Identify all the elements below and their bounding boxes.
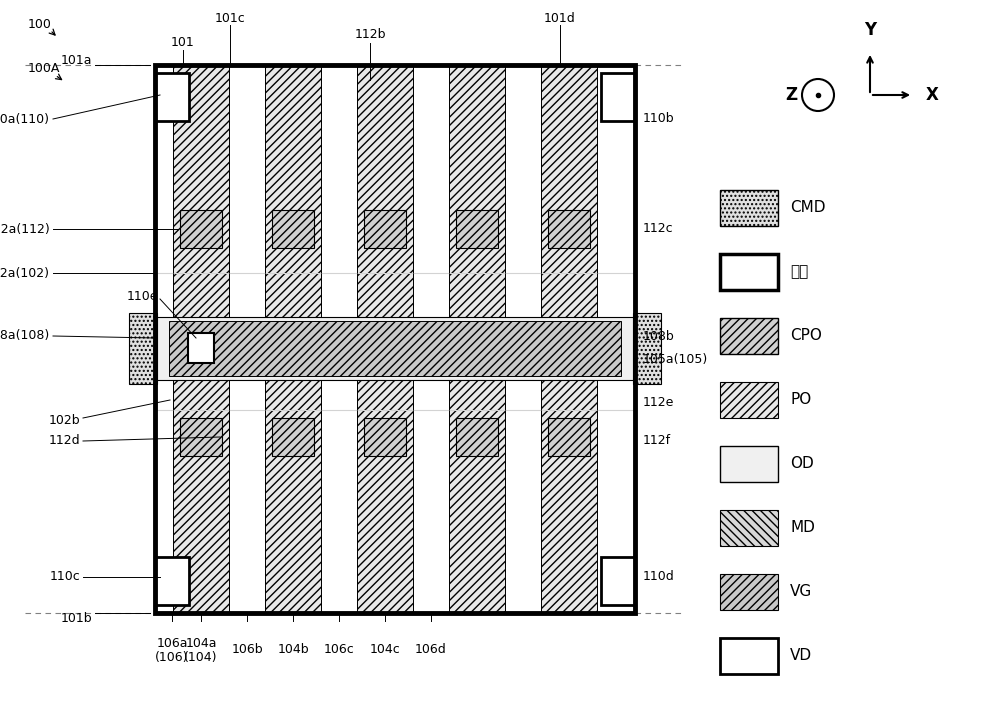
Bar [548,210,590,248]
Text: CPO: CPO [790,329,822,343]
Text: 101a: 101a [60,55,92,67]
Bar [541,65,597,613]
Bar [720,574,778,610]
Bar [548,418,590,456]
Text: 112f: 112f [643,435,671,447]
Text: CMD: CMD [790,200,826,215]
Bar [601,557,635,605]
Bar [272,418,314,456]
Bar [155,65,635,613]
Text: VG: VG [790,585,812,599]
Bar [720,382,778,418]
Text: Y: Y [864,21,876,39]
Bar [720,446,778,482]
Text: 112d: 112d [48,435,80,447]
Text: 100: 100 [28,18,52,31]
Text: 112a(112): 112a(112) [0,222,50,236]
Text: Z: Z [785,86,797,104]
Bar [720,318,778,354]
Text: 106c: 106c [324,643,354,656]
Bar [173,65,229,613]
Text: 104c: 104c [370,643,400,656]
Text: 100A: 100A [28,62,60,74]
Bar [720,254,778,290]
Text: 112b: 112b [354,29,386,41]
Text: 106a: 106a [156,637,188,650]
Text: 112c: 112c [643,222,674,236]
Bar [265,65,321,613]
Text: 108a(108): 108a(108) [0,329,50,343]
Text: 106b: 106b [231,643,263,656]
Text: (104): (104) [184,651,218,664]
Bar [601,73,635,121]
Text: 110b: 110b [643,112,675,125]
Text: 105a(105): 105a(105) [643,353,708,367]
Text: VD: VD [790,648,812,664]
Bar [155,317,635,380]
Bar [720,190,778,226]
Bar [272,210,314,248]
Text: X: X [926,86,939,104]
Text: 104a: 104a [185,637,217,650]
Text: 108b: 108b [643,329,675,343]
Text: 102b: 102b [48,414,80,426]
Text: 101d: 101d [544,11,576,25]
Bar [633,313,661,384]
Text: 101b: 101b [60,613,92,625]
Text: 110c: 110c [49,571,80,583]
Text: PO: PO [790,393,811,407]
Text: (106): (106) [155,651,189,664]
Text: 106d: 106d [415,643,447,656]
Bar [720,638,778,674]
Text: 102a(102): 102a(102) [0,266,50,280]
Bar [357,65,413,613]
Text: OD: OD [790,456,814,472]
Bar [456,210,498,248]
Bar [155,557,189,605]
Bar [155,73,189,121]
Text: 110a(110): 110a(110) [0,112,50,125]
Text: 单元: 单元 [790,264,808,280]
Bar [456,418,498,456]
Bar [169,321,621,376]
Bar [364,210,406,248]
Bar [129,313,157,384]
Bar [155,65,635,613]
Bar [180,418,222,456]
Text: 104b: 104b [277,643,309,656]
Text: 110d: 110d [643,571,675,583]
Text: MD: MD [790,521,815,536]
Text: 101c: 101c [215,11,245,25]
Bar [364,418,406,456]
Bar [449,65,505,613]
Text: 112e: 112e [643,395,674,409]
Bar [180,210,222,248]
Bar [720,510,778,546]
Bar [188,333,214,363]
Text: 110e: 110e [126,290,158,304]
Text: 101: 101 [171,36,195,48]
